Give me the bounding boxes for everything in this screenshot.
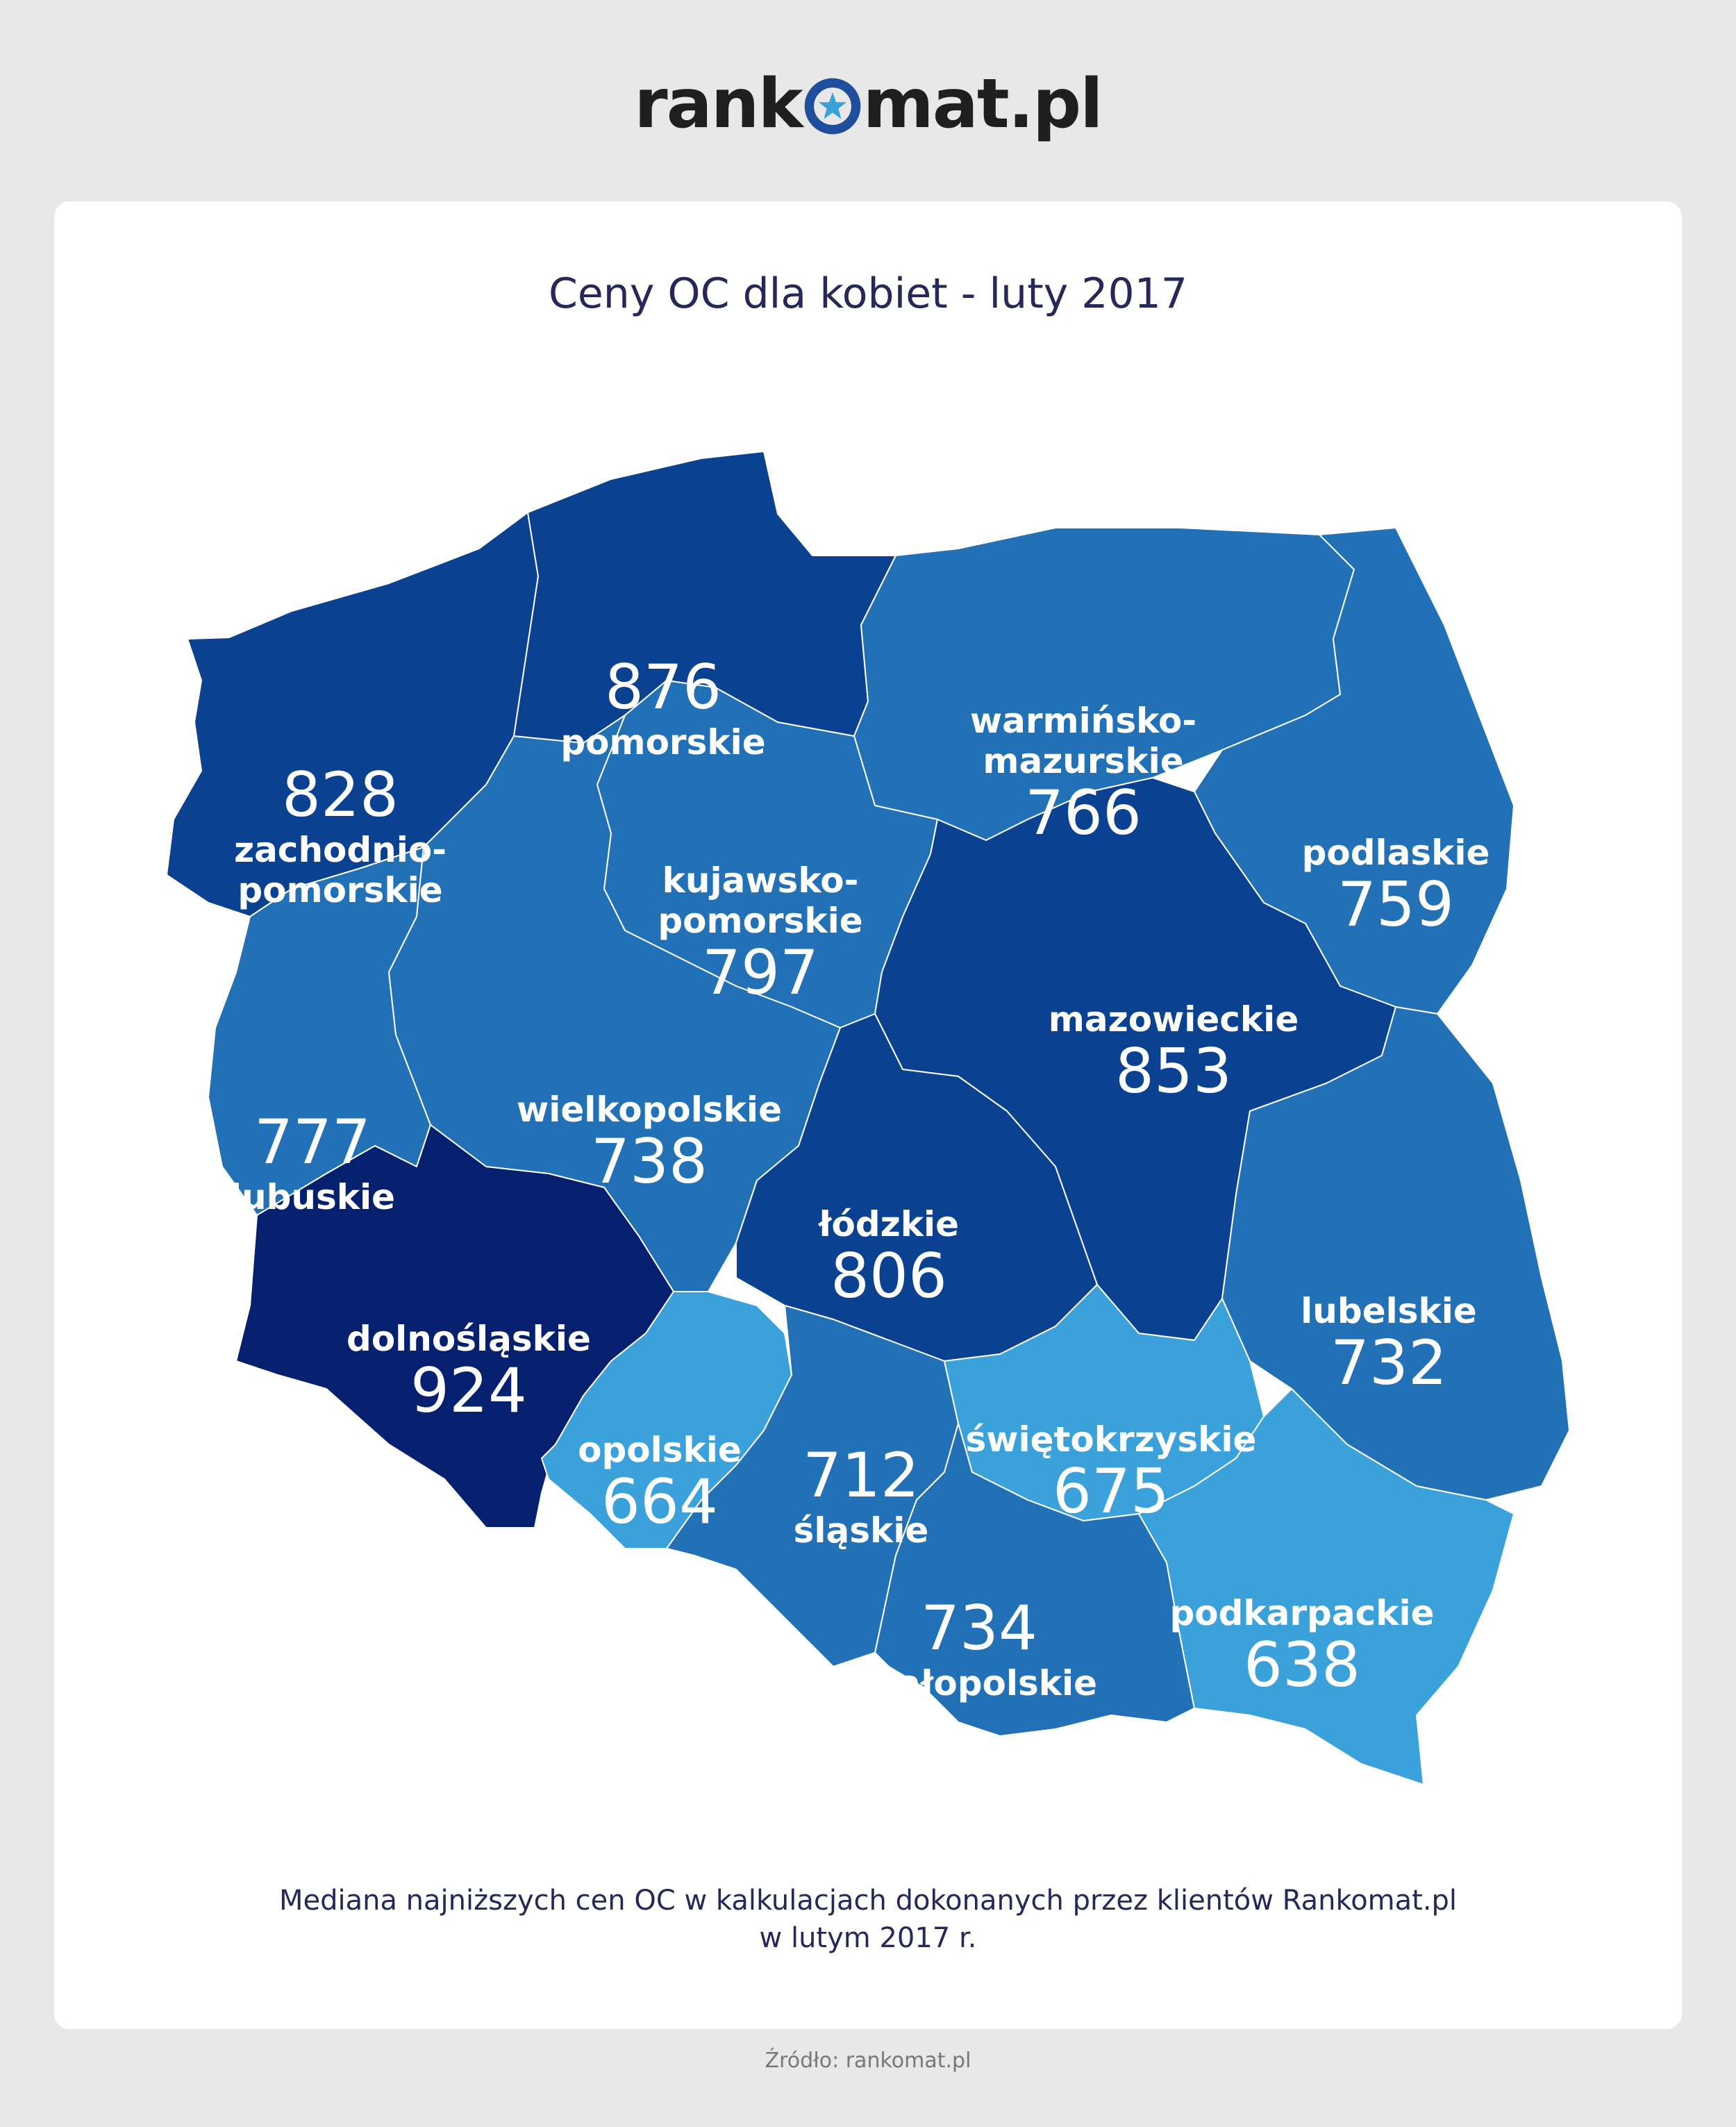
source-note: Źródło: rankomat.pl: [765, 2049, 971, 2073]
region-value-dolnoslaskie: 924: [410, 1355, 527, 1426]
region-name-kujawsko-pomorskie-1: kujawsko-: [662, 860, 859, 901]
region-value-lubuskie: 777: [254, 1106, 371, 1178]
region-value-mazowieckie: 853: [1115, 1035, 1232, 1107]
region-value-malopolskie: 734: [921, 1592, 1037, 1664]
region-opolskie: [541, 1291, 792, 1549]
region-name-warminsko-mazurskie-2: mazurskie: [983, 741, 1183, 781]
region-name-dolnoslaskie: dolnośląskie: [347, 1319, 591, 1359]
region-name-podkarpackie: podkarpackie: [1169, 1593, 1434, 1633]
region-name-slaskie: śląskie: [794, 1510, 929, 1551]
logo: rank mat.pl: [0, 62, 1736, 146]
region-name-warminsko-mazurskie-1: warmińsko-: [970, 701, 1196, 741]
region-value-warminsko-mazurskie: 766: [1025, 777, 1142, 849]
logo-text-right: mat.pl: [862, 65, 1103, 144]
region-name-lodzkie: łódzkie: [818, 1204, 959, 1244]
caption-line-2: w lutym 2017 r.: [759, 1922, 977, 1954]
logo-text: rank mat.pl: [634, 65, 1103, 144]
region-value-pomorskie: 876: [605, 651, 721, 723]
star-icon: [804, 78, 860, 135]
map-title: Ceny OC dla kobiet - luty 2017: [548, 269, 1187, 318]
region-value-podkarpackie: 638: [1244, 1629, 1360, 1701]
region-name-zachodniopomorskie-1: zachodnio-: [234, 830, 446, 870]
map-caption: Mediana najniższych cen OC w kalkulacjac…: [54, 1882, 1682, 1957]
region-value-lodzkie: 806: [831, 1240, 947, 1312]
region-value-swietokrzyskie: 675: [1053, 1455, 1169, 1527]
region-value-wielkopolskie: 738: [591, 1126, 708, 1197]
region-value-slaskie: 712: [803, 1440, 919, 1511]
region-value-opolskie: 664: [601, 1466, 718, 1537]
region-name-kujawsko-pomorskie-2: pomorskie: [658, 901, 862, 941]
region-name-opolskie: opolskie: [578, 1430, 742, 1470]
region-value-podlaskie: 759: [1337, 869, 1454, 940]
caption-line-1: Mediana najniższych cen OC w kalkulacjac…: [278, 1885, 1458, 1917]
logo-text-left: rank: [634, 65, 803, 144]
region-name-podlaskie: podlaskie: [1302, 833, 1490, 873]
region-name-lubuskie: lubuskie: [230, 1177, 395, 1217]
region-malopolskie: [874, 1423, 1195, 1737]
region-podkarpackie: [1138, 1388, 1514, 1785]
region-name-swietokrzyskie: świętokrzyskie: [966, 1419, 1257, 1460]
region-name-zachodniopomorskie-2: pomorskie: [237, 870, 442, 910]
region-value-kujawsko-pomorskie: 797: [702, 937, 819, 1008]
region-value-lubelskie: 732: [1330, 1327, 1447, 1399]
poland-map: 828zachodnio-pomorskie876pomorskiewarmiń…: [166, 451, 1570, 1785]
region-name-wielkopolskie: wielkopolskie: [517, 1090, 782, 1130]
region-name-malopolskie: małopolskie: [861, 1663, 1097, 1703]
region-name-mazowieckie: mazowieckie: [1049, 999, 1299, 1040]
infographic-card: Ceny OC dla kobiet - luty 2017 828 zachod…: [54, 201, 1682, 2029]
region-name-lubelskie: lubelskie: [1301, 1291, 1477, 1331]
region-value-zachodniopomorskie: 828: [282, 759, 399, 831]
region-name-pomorskie: pomorskie: [560, 722, 765, 762]
